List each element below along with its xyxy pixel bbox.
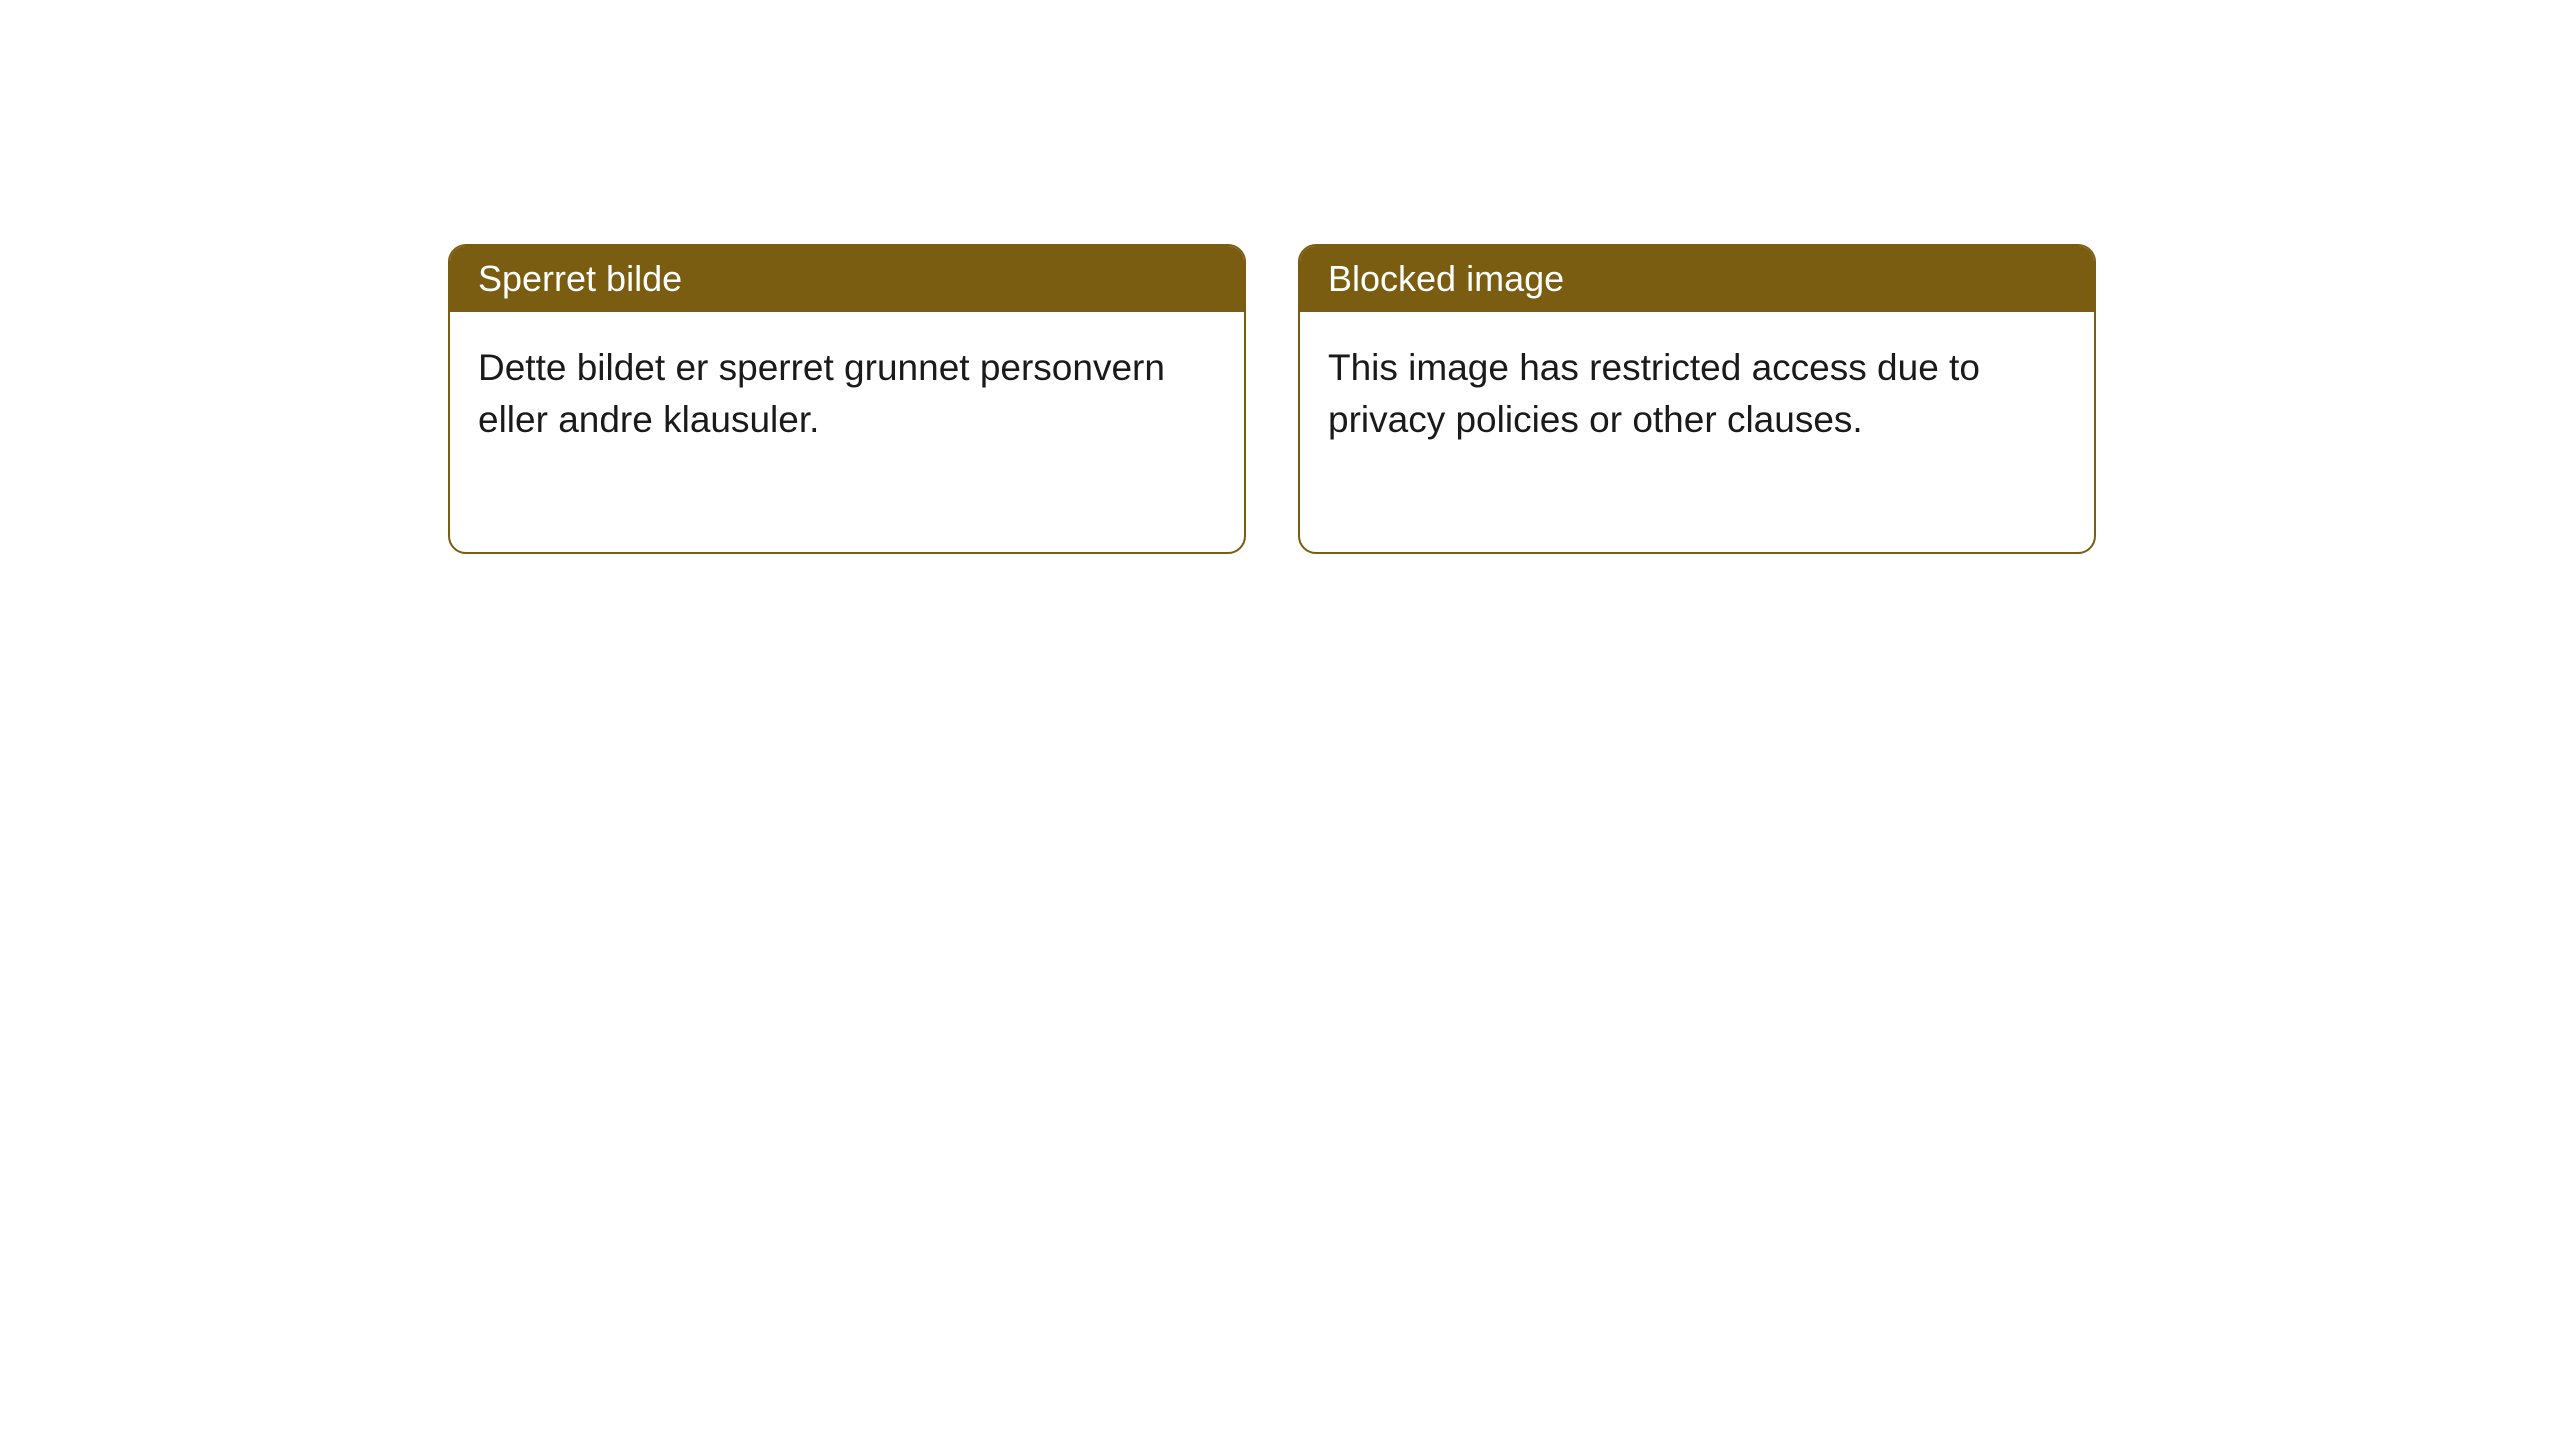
card-header-en: Blocked image xyxy=(1300,246,2094,312)
card-title-no: Sperret bilde xyxy=(478,258,682,299)
card-body-en: This image has restricted access due to … xyxy=(1300,312,2094,552)
card-message-en: This image has restricted access due to … xyxy=(1328,342,2066,446)
blocked-image-card-en: Blocked image This image has restricted … xyxy=(1298,244,2096,554)
card-header-no: Sperret bilde xyxy=(450,246,1244,312)
card-body-no: Dette bildet er sperret grunnet personve… xyxy=(450,312,1244,552)
card-message-no: Dette bildet er sperret grunnet personve… xyxy=(478,342,1216,446)
card-title-en: Blocked image xyxy=(1328,258,1564,299)
blocked-image-card-no: Sperret bilde Dette bildet er sperret gr… xyxy=(448,244,1246,554)
notice-container: Sperret bilde Dette bildet er sperret gr… xyxy=(0,0,2560,554)
